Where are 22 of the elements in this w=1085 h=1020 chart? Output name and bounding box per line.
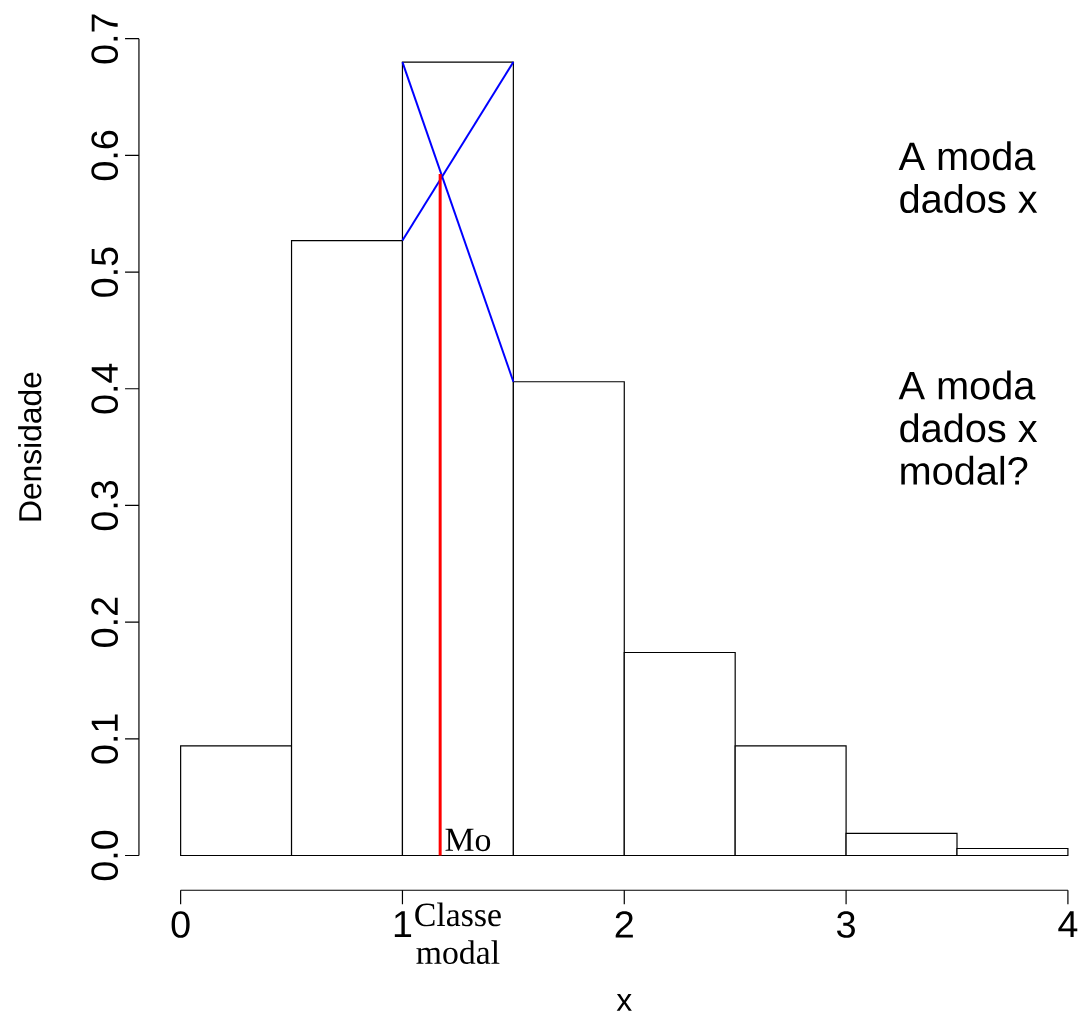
- x-tick-label: 4: [1058, 911, 1078, 937]
- y-tick-label: 0.6: [91, 130, 119, 181]
- y-tick-label: 0.4: [91, 363, 119, 414]
- text: Classe modal: [415, 902, 501, 964]
- x-tick-label: 3: [837, 911, 855, 938]
- annotation: A moda: [898, 141, 1036, 171]
- y-tick-label: 0.3: [91, 480, 119, 531]
- y-tick-label: 0.2: [91, 597, 119, 647]
- annotation: dados x: [900, 183, 1038, 213]
- annotation: Mo: [445, 828, 491, 852]
- y-axis-title: Densidade: [18, 372, 42, 521]
- annotation: dados x: [900, 413, 1038, 443]
- x-axis-title: x: [616, 993, 632, 1011]
- y-tick-label: 0.0: [91, 830, 119, 881]
- annotation: A moda: [898, 370, 1036, 400]
- y-tick-label: 0.1: [91, 714, 119, 764]
- y-tick-label: 0.5: [91, 247, 119, 297]
- x-tick-label: 2: [615, 911, 633, 938]
- x-tick-label: 0: [171, 911, 190, 938]
- annotation: modal?: [901, 455, 1028, 485]
- y-tick-label: 0.7: [91, 14, 119, 64]
- x-tick-label: 1: [394, 911, 412, 937]
